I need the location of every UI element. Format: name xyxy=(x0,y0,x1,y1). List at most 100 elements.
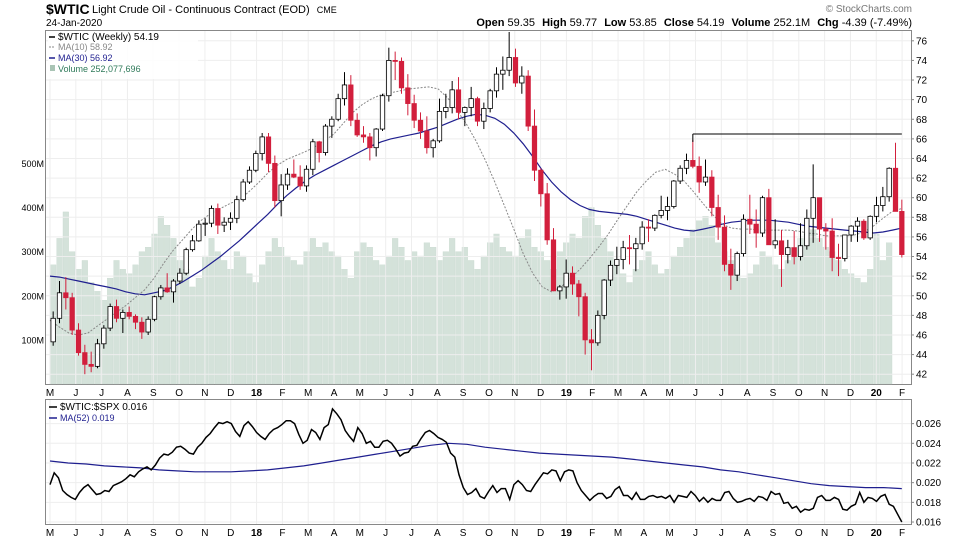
volume-bar xyxy=(594,224,601,385)
volume-bar xyxy=(569,233,576,385)
candle-body xyxy=(259,136,265,154)
candle-body xyxy=(329,118,335,127)
candle-body xyxy=(835,257,842,259)
volume-bar xyxy=(772,264,779,385)
ratio-tick-label: 0.020 xyxy=(916,478,941,489)
volume-bar xyxy=(290,260,297,385)
ohlc-summary: Open 59.35 High 59.77 Low 53.85 Close 54… xyxy=(476,17,912,29)
price-tick-label: 76 xyxy=(916,36,928,47)
candle-body xyxy=(455,89,462,113)
candle-body xyxy=(861,220,867,239)
ratio-legend: $WTIC:$SPX 0.016 MA(52) 0.019 xyxy=(49,402,148,423)
volume-bar xyxy=(734,269,741,385)
candle-body xyxy=(284,173,291,186)
price-tick-label: 42 xyxy=(916,370,928,381)
volume-bar xyxy=(423,242,430,385)
price-tick-label: 46 xyxy=(916,330,928,341)
legend-volume: Volume 252,077,696 xyxy=(58,64,141,74)
candle-body xyxy=(569,272,576,285)
volume-bar xyxy=(829,251,836,385)
candle-body xyxy=(196,223,202,242)
legend-swatch-volume xyxy=(50,65,55,71)
candle-body xyxy=(810,197,816,219)
legend-price: $WTIC (Weekly) 54.19 xyxy=(58,32,159,43)
volume-bar xyxy=(645,251,652,385)
x-tick-label: M xyxy=(356,388,364,399)
candle-body xyxy=(189,240,196,251)
volume-bar xyxy=(455,251,462,385)
volume-bar xyxy=(442,251,449,385)
volume-bar xyxy=(240,255,247,385)
volume-bar xyxy=(506,251,513,385)
ma10-line xyxy=(49,86,902,336)
candle-body xyxy=(880,196,886,206)
ratio-x-tick-label: J xyxy=(99,528,104,539)
volume-bar xyxy=(335,255,342,385)
volume-bar xyxy=(689,229,696,385)
candle-body xyxy=(405,87,411,104)
volume-bar xyxy=(373,260,380,385)
candle-body xyxy=(335,98,341,120)
volume-bar xyxy=(715,242,722,385)
candle-body xyxy=(728,263,734,276)
ratio-x-tick-label: O xyxy=(485,528,493,539)
candle-body xyxy=(474,98,481,122)
ratio-x-tick-label: N xyxy=(821,528,828,539)
candle-body xyxy=(430,140,436,149)
volume-tick-label: 200M xyxy=(21,291,44,301)
volume-bar xyxy=(670,255,677,385)
candle-body xyxy=(120,312,126,319)
volume-bar xyxy=(886,242,893,385)
ratio-x-tick-label: A xyxy=(641,528,648,539)
volume-bar xyxy=(411,251,418,385)
volume-bar xyxy=(347,277,354,385)
ratio-x-tick-label: M xyxy=(356,528,364,539)
candle-body xyxy=(253,153,259,171)
x-tick-label: A xyxy=(124,388,131,399)
candle-body xyxy=(696,165,702,183)
candle-body xyxy=(740,218,747,254)
volume-bar xyxy=(753,264,760,385)
candle-body xyxy=(215,208,221,226)
candle-body xyxy=(227,217,234,223)
volume-bar xyxy=(354,251,361,385)
candle-body xyxy=(823,228,829,232)
x-tick-label: O xyxy=(485,388,493,399)
volume-bar xyxy=(328,251,335,385)
volume-bar xyxy=(404,260,411,385)
x-tick-label: D xyxy=(847,388,854,399)
volume-bar xyxy=(848,273,855,385)
ratio-x-tick-label: 18 xyxy=(251,528,263,539)
volume-bar xyxy=(556,251,563,385)
ratio-x-tick-label: M xyxy=(46,528,54,539)
ratio-x-tick-label: 20 xyxy=(871,528,883,539)
volume-bar xyxy=(385,255,392,385)
x-tick-label: D xyxy=(537,388,544,399)
candle-body xyxy=(747,218,753,225)
candle-body xyxy=(443,107,449,112)
volume-bar xyxy=(639,260,646,385)
x-tick-label: 19 xyxy=(561,388,573,399)
candle-body xyxy=(208,208,215,224)
ratio-x-tick-label: F xyxy=(899,528,905,539)
ratio-x-tick-label: D xyxy=(847,528,854,539)
x-tick-label: J xyxy=(693,388,698,399)
x-tick-label: S xyxy=(770,388,777,399)
x-tick-label: J xyxy=(73,388,78,399)
candle-body xyxy=(766,197,772,246)
ratio-x-tick-label: S xyxy=(460,528,467,539)
ratio-x-tick-label: S xyxy=(150,528,157,539)
x-tick-label: F xyxy=(589,388,595,399)
ratio-tick-label: 0.018 xyxy=(916,498,941,509)
ratio-x-tick-label: O xyxy=(795,528,803,539)
volume-bar xyxy=(658,273,665,385)
volume-bar xyxy=(214,251,221,385)
x-tick-label: F xyxy=(279,388,285,399)
candle-body xyxy=(170,280,177,293)
volume-bar xyxy=(480,255,487,385)
candle-body xyxy=(702,176,709,183)
x-tick-label: J xyxy=(409,388,414,399)
x-tick-label: N xyxy=(201,388,208,399)
price-tick-label: 74 xyxy=(916,56,928,67)
